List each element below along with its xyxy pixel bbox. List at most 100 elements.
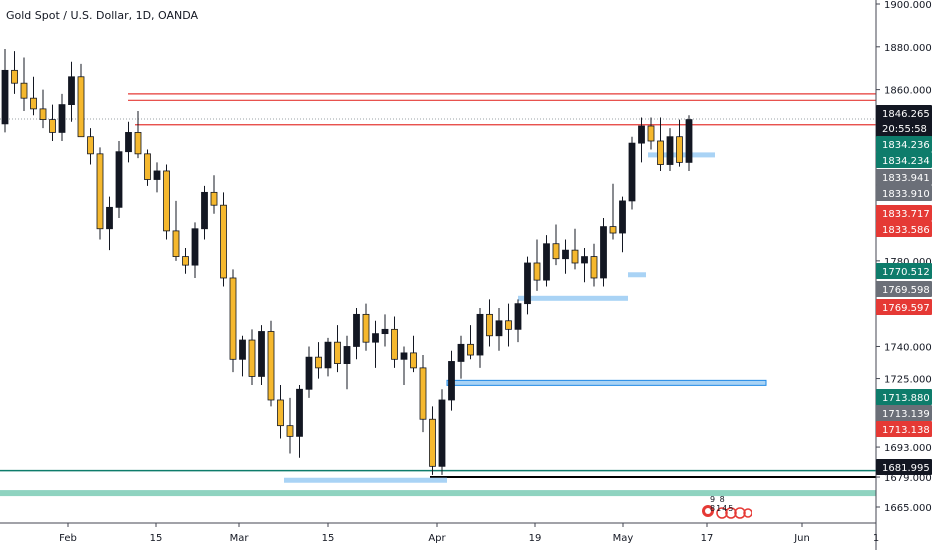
- price-tag-bg: [876, 405, 932, 421]
- candle-bear: [87, 136, 94, 155]
- y-tick-label: 1880.000: [884, 43, 932, 54]
- candle-bear: [334, 341, 341, 364]
- price-tag-bg: [876, 421, 932, 437]
- price-tag-bg: [876, 185, 932, 201]
- candle-bear: [144, 153, 151, 180]
- price-tag-countdown: 20:55:58: [882, 124, 927, 135]
- candle-bear: [410, 352, 417, 369]
- price-tag: 1834.236: [876, 136, 932, 152]
- demand-zone: [518, 295, 628, 301]
- price-tag: 1713.139: [876, 405, 932, 421]
- candle-bull: [476, 313, 484, 356]
- price-tag-label: 1770.512: [882, 267, 930, 278]
- candle-bear: [248, 339, 256, 377]
- x-tick-label: May: [613, 533, 634, 544]
- price-tag-label: 1833.717: [882, 209, 930, 220]
- candle-bull: [58, 104, 66, 133]
- community-badge[interactable]: 9 8 8145: [700, 495, 753, 519]
- candle-bull: [495, 320, 503, 337]
- price-tag-label: 1681.995: [882, 463, 930, 474]
- candle-bull: [153, 170, 161, 180]
- candle-bear: [590, 256, 598, 279]
- chart-title: Gold Spot / U.S. Dollar, 1D, OANDA: [6, 9, 199, 22]
- price-tag-bg: [876, 221, 932, 237]
- candle-bear: [182, 256, 189, 266]
- candle-bear: [172, 230, 180, 257]
- candle-bull: [372, 333, 379, 343]
- candle-bull: [448, 361, 455, 401]
- y-tick-label: 1679.000: [884, 473, 932, 484]
- candle-bull: [600, 226, 607, 279]
- flag-icon: [702, 505, 753, 519]
- candle-bull: [438, 399, 446, 467]
- candle-bear: [267, 331, 275, 401]
- candle-bear: [39, 108, 47, 120]
- y-tick-label: 1740.000: [884, 342, 932, 353]
- price-tag-label: 1713.138: [882, 425, 930, 436]
- candle-bull: [191, 228, 199, 266]
- candle-bear: [362, 313, 370, 343]
- price-tag-bg: [876, 136, 932, 152]
- price-tag: 1769.598: [876, 281, 932, 297]
- candle-bull: [457, 343, 465, 362]
- candle-bear: [49, 119, 56, 133]
- candle-bear: [533, 262, 541, 281]
- price-tag-label: 1846.265: [882, 109, 930, 120]
- candle-bull: [106, 206, 113, 230]
- candle-bear: [134, 132, 142, 155]
- price-tag-bg: [876, 299, 932, 315]
- candle-bear: [277, 399, 284, 427]
- price-tag: 1713.880: [876, 389, 932, 405]
- candle-bear: [210, 191, 218, 206]
- candle-bull: [666, 136, 674, 165]
- x-tick-label: 15: [150, 533, 163, 544]
- candle-bear: [486, 313, 493, 337]
- candle-bull: [296, 388, 303, 437]
- candle-bull: [628, 142, 636, 202]
- price-tag-label: 1834.236: [882, 140, 930, 151]
- candle-bull: [619, 200, 626, 234]
- candle-bear: [609, 226, 617, 234]
- candle-bull: [324, 341, 332, 369]
- price-tag: 1833.717: [876, 205, 932, 221]
- candle-bull: [400, 352, 408, 360]
- candle-bull: [524, 262, 531, 305]
- candle-bear: [286, 425, 294, 437]
- y-tick-label: 1665.000: [884, 503, 932, 514]
- y-tick-label: 1780.000: [884, 257, 932, 268]
- demand-zone: [284, 477, 447, 483]
- candle-bear: [77, 76, 85, 138]
- price-tag-label: 1769.597: [882, 303, 930, 314]
- candle-bear: [429, 418, 436, 467]
- candle-bear: [552, 243, 560, 260]
- candle-bear: [11, 69, 18, 84]
- candle-bear: [647, 125, 655, 142]
- x-tick-label: Jun: [793, 533, 810, 544]
- x-tick-label: Mar: [230, 533, 250, 544]
- x-tick-label: 17: [701, 533, 714, 544]
- candle-bear: [229, 277, 237, 360]
- candle-bear: [657, 140, 664, 165]
- candle-bear: [163, 170, 170, 232]
- candle-bull: [514, 303, 522, 330]
- y-tick-label: 1860.000: [884, 86, 932, 97]
- candle-bull: [581, 256, 588, 264]
- price-tag: 1681.995: [876, 459, 932, 475]
- candle-bull: [543, 243, 550, 281]
- y-tick-label: 1900.000: [884, 0, 932, 11]
- candle-bull: [201, 191, 208, 230]
- candle-bull: [125, 132, 132, 153]
- price-tag: 1834.234: [876, 152, 932, 168]
- price-tag-bg: [876, 389, 932, 405]
- demand-zone: [446, 379, 767, 386]
- candle-bull: [258, 331, 265, 377]
- price-tag-bg: [876, 152, 932, 168]
- candle-bear: [505, 320, 512, 330]
- candle-bear: [20, 82, 28, 99]
- price-tag-label: 1713.880: [882, 393, 930, 404]
- candle-bear: [315, 356, 322, 369]
- candle-bull: [353, 313, 360, 347]
- price-tag-bg: [876, 105, 932, 137]
